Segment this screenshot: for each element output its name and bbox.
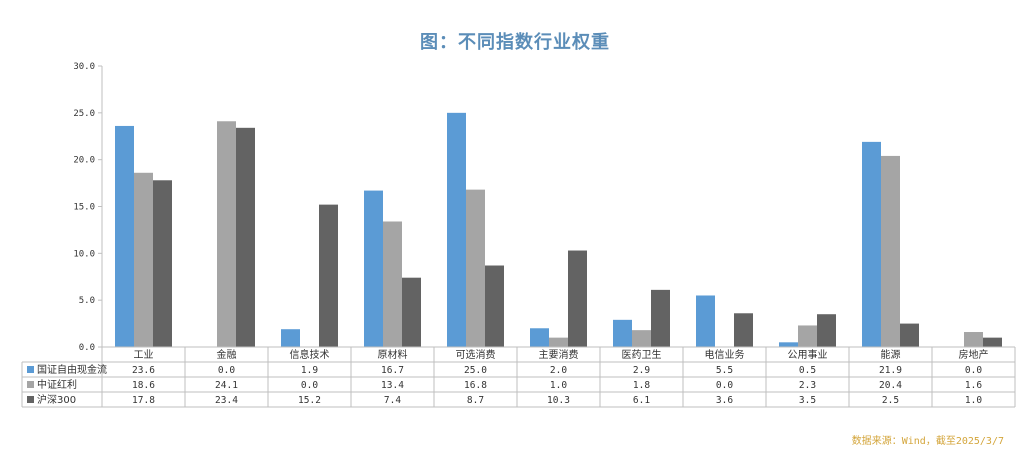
table-cell-value: 25.0 [464,365,487,376]
x-category-label: 工业 [134,349,154,361]
table-cell-value: 18.6 [132,380,155,391]
x-category-label: 能源 [881,348,901,361]
table-cell-value: 17.8 [132,395,155,406]
bar [983,337,1002,347]
table-cell-value: 1.8 [633,380,650,391]
table-cell-value: 1.0 [550,380,567,391]
bar [862,141,881,347]
bar [447,112,466,347]
y-tick-label: 15.0 [73,203,95,213]
table-cell-value: 2.5 [882,395,899,406]
x-category-label: 医药卫生 [622,348,662,361]
bar [466,189,485,347]
bar [217,121,236,347]
x-category-label: 信息技术 [290,348,330,361]
bar [319,204,338,347]
bar [281,329,300,347]
y-tick-label: 5.0 [79,296,95,306]
y-tick-label: 0.0 [79,343,95,353]
bar [817,314,836,347]
table-cell-value: 23.4 [215,395,238,406]
table-cell-value: 10.3 [547,395,570,406]
bar [964,332,983,347]
table-cell-value: 21.9 [879,365,902,376]
table-cell-value: 1.6 [965,380,982,391]
bar [881,155,900,347]
table-cell-value: 1.9 [301,365,318,376]
chart-title: 图：不同指数行业权重 [420,32,610,53]
y-tick-label: 10.0 [73,249,95,259]
bar [734,313,753,347]
bar [236,127,255,347]
bar [798,325,817,347]
table-cell-value: 0.0 [716,380,733,391]
bar [549,337,568,347]
y-tick-label: 20.0 [73,156,95,166]
bar [134,172,153,347]
table-cell-value: 5.5 [716,365,733,376]
y-tick-label: 25.0 [73,109,95,119]
x-category-label: 金融 [217,348,237,361]
bar [779,342,798,347]
bar [696,295,715,347]
table-cell-value: 23.6 [132,365,155,376]
y-tick-label: 30.0 [73,62,95,72]
x-category-label: 可选消费 [456,348,496,361]
bar [530,328,549,347]
table-cell-value: 0.0 [301,380,318,391]
table-cell-value: 3.6 [716,395,733,406]
x-category-label: 电信业务 [705,348,745,361]
bar [153,180,172,347]
source-note: 数据来源：Wind，截至2025/3/7 [851,436,1004,447]
table-cell-value: 24.1 [215,380,238,391]
x-category-label: 原材料 [378,348,408,361]
bar [383,221,402,347]
bar [485,265,504,347]
table-cell-value: 0.0 [218,365,235,376]
legend-label: 国证自由现金流 [37,363,107,376]
table-cell-value: 0.5 [799,365,816,376]
bar [632,330,651,347]
x-category-label: 主要消费 [539,348,579,361]
table-cell-value: 1.0 [965,395,982,406]
bar [364,190,383,347]
table-cell-value: 2.0 [550,365,567,376]
legend-key [27,381,34,388]
table-cell-value: 16.8 [464,380,487,391]
table-cell-value: 6.1 [633,395,650,406]
table-cell-value: 8.7 [467,395,484,406]
bar [115,125,134,348]
bar [651,289,670,347]
legend-key [27,396,34,403]
legend-label: 沪深300 [37,393,76,406]
legend-key [27,366,34,373]
table-cell-value: 2.3 [799,380,816,391]
table-cell-value: 20.4 [879,380,902,391]
table-cell-value: 2.9 [633,365,650,376]
legend-label: 中证红利 [37,378,77,391]
bar [402,277,421,347]
table-cell-value: 15.2 [298,395,321,406]
x-category-label: 公用事业 [788,348,828,361]
bar [900,323,919,347]
x-category-label: 房地产 [959,348,989,361]
bar [613,319,632,347]
table-cell-value: 3.5 [799,395,816,406]
table-cell-value: 0.0 [965,365,982,376]
table-cell-value: 16.7 [381,365,404,376]
bar [568,250,587,347]
table-cell-value: 7.4 [384,395,401,406]
table-cell-value: 13.4 [381,380,404,391]
